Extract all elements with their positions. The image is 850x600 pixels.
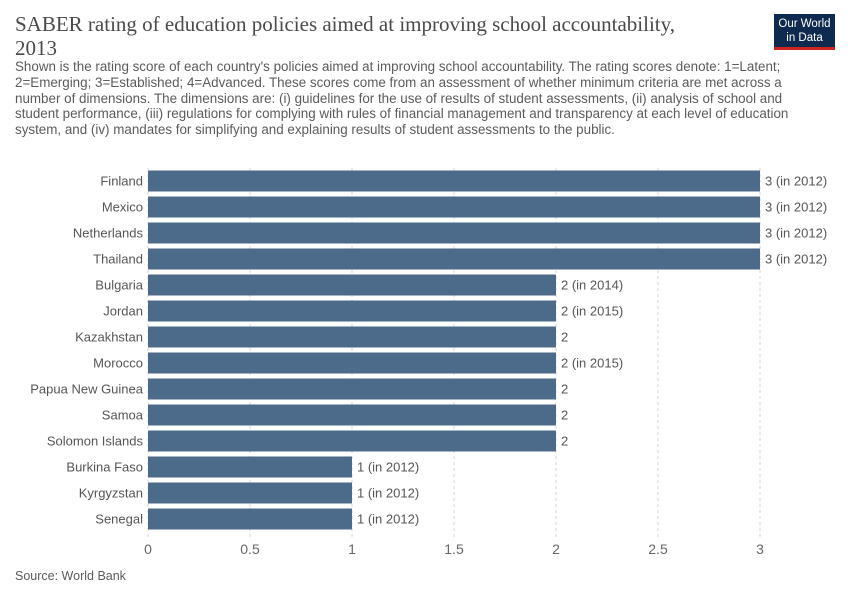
category-label: Bulgaria (95, 278, 143, 293)
category-label: Thailand (93, 252, 143, 267)
bar[interactable] (148, 248, 760, 270)
source-note: Source: World Bank (15, 569, 126, 583)
bar[interactable] (148, 482, 352, 504)
value-label: 2 (561, 434, 568, 449)
bar[interactable] (148, 508, 352, 530)
value-label: 3 (in 2012) (765, 174, 827, 189)
category-label: Jordan (103, 304, 143, 319)
x-tick-label: 1.5 (444, 541, 464, 557)
x-tick-label: 3 (756, 541, 764, 557)
category-label: Kazakhstan (75, 330, 143, 345)
bar[interactable] (148, 170, 760, 192)
value-label: 3 (in 2012) (765, 226, 827, 241)
bar[interactable] (148, 378, 556, 400)
x-tick-label: 0.5 (240, 541, 260, 557)
value-label: 1 (in 2012) (357, 460, 419, 475)
category-label: Mexico (102, 200, 143, 215)
bar[interactable] (148, 300, 556, 322)
category-label: Finland (100, 174, 143, 189)
bar[interactable] (148, 222, 760, 244)
bar[interactable] (148, 196, 760, 218)
bar[interactable] (148, 326, 556, 348)
x-tick-label: 2 (552, 541, 560, 557)
value-label: 3 (in 2012) (765, 200, 827, 215)
bar[interactable] (148, 430, 556, 452)
x-tick-label: 2.5 (648, 541, 668, 557)
bar[interactable] (148, 456, 352, 478)
value-label: 2 (in 2014) (561, 278, 623, 293)
value-label: 2 (561, 330, 568, 345)
x-tick-label: 1 (348, 541, 356, 557)
category-label: Samoa (102, 408, 144, 423)
value-label: 1 (in 2012) (357, 512, 419, 527)
chart-subtitle: Shown is the rating score of each countr… (15, 59, 789, 138)
value-labels: 3 (in 2012) 3 (in 2012) 3 (in 2012) 3 (in 2… (357, 174, 827, 527)
chart-title: SABER rating of education policies aimed… (15, 12, 675, 60)
value-label: 2 (in 2015) (561, 356, 623, 371)
bar[interactable] (148, 404, 556, 426)
category-labels: Finland Mexico Netherlands Thailand Bulgaria… (30, 174, 144, 527)
bar[interactable] (148, 352, 556, 374)
category-label: Papua New Guinea (30, 382, 144, 397)
bar[interactable] (148, 274, 556, 296)
x-tick-label: 0 (144, 541, 152, 557)
value-label: 1 (in 2012) (357, 486, 419, 501)
value-label: 2 (561, 408, 568, 423)
category-label: Netherlands (73, 226, 144, 241)
category-label: Senegal (95, 512, 143, 527)
bars (148, 170, 760, 530)
logo-line-2: in Data (786, 32, 823, 44)
category-label: Burkina Faso (66, 460, 143, 475)
value-label: 2 (561, 382, 568, 397)
logo-line-1: Our World (778, 18, 831, 30)
value-label: 3 (in 2012) (765, 252, 827, 267)
category-label: Morocco (93, 356, 143, 371)
owid-logo[interactable]: Our World in Data (774, 14, 835, 50)
category-label: Kyrgyzstan (79, 486, 143, 501)
value-label: 2 (in 2015) (561, 304, 623, 319)
category-label: Solomon Islands (47, 434, 144, 449)
x-axis-ticks: 0 0.5 1 1.5 2 2.5 3 (144, 541, 764, 557)
